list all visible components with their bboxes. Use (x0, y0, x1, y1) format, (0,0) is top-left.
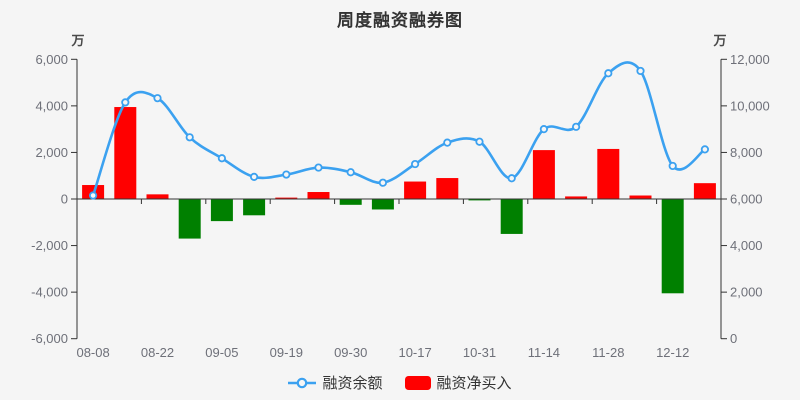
line-point-marker[interactable] (346, 168, 355, 177)
bar[interactable] (693, 183, 716, 199)
bar[interactable] (339, 199, 362, 205)
x-axis-tick-label: 11-28 (592, 345, 624, 360)
bar[interactable] (597, 148, 620, 199)
left-axis-tick-label: 6,000 (35, 52, 68, 67)
bar[interactable] (275, 197, 298, 199)
legend: 融资余额 融资净买入 (0, 372, 800, 393)
x-axis-tick-label: 10-17 (398, 345, 431, 360)
line-point-marker[interactable] (121, 98, 130, 107)
line-point-marker[interactable] (571, 122, 581, 131)
right-axis-tick-label: 4,000 (730, 238, 763, 253)
line-point-marker[interactable] (604, 69, 613, 78)
line-point-marker[interactable] (217, 154, 226, 163)
bar[interactable] (629, 195, 652, 199)
line-point-marker[interactable] (636, 66, 645, 76)
x-axis-tick-label: 08-08 (76, 345, 109, 360)
bar[interactable] (404, 181, 427, 199)
legend-label: 融资余额 (322, 375, 383, 392)
left-axis-unit: 万 (71, 33, 85, 48)
line-point-marker[interactable] (378, 178, 387, 187)
x-axis-tick-label: 08-22 (141, 345, 174, 360)
line-circle-icon (288, 377, 317, 388)
bar[interactable] (468, 199, 491, 201)
right-axis-tick-label: 10,000 (730, 98, 770, 113)
line-point-marker[interactable] (410, 159, 420, 169)
bar[interactable] (565, 196, 588, 199)
right-axis-tick-label: 12,000 (730, 52, 770, 67)
bar[interactable] (210, 199, 233, 222)
bar[interactable] (532, 150, 555, 199)
line-point-marker[interactable] (89, 191, 98, 200)
line-point-marker[interactable] (668, 161, 677, 171)
chart-title: 周度融资融券图 (337, 11, 463, 30)
x-axis-tick-label: 11-14 (528, 345, 560, 360)
left-axis-tick-label: -4,000 (31, 285, 68, 300)
line-point-marker[interactable] (443, 138, 452, 147)
bar[interactable] (114, 107, 137, 199)
bar[interactable] (661, 199, 684, 294)
right-axis-tick-label: 6,000 (730, 192, 763, 207)
left-axis-tick-label: 2,000 (35, 145, 68, 160)
line-point-marker[interactable] (185, 133, 194, 142)
line-point-marker[interactable] (314, 163, 323, 172)
bar[interactable] (178, 199, 201, 239)
bar-swatch-icon (404, 375, 431, 390)
bar[interactable] (371, 199, 394, 210)
line-point-marker[interactable] (250, 172, 259, 181)
right-axis-unit: 万 (713, 33, 727, 48)
legend-item-financing-balance[interactable]: 融资余额 (288, 372, 383, 393)
x-axis-tick-label: 10-31 (463, 345, 496, 360)
left-axis-tick-label: -6,000 (31, 331, 68, 346)
bar[interactable] (500, 199, 523, 234)
right-axis-tick-label: 2,000 (730, 285, 763, 300)
bar[interactable] (146, 194, 169, 199)
left-axis-tick-label: 4,000 (35, 98, 68, 113)
right-axis-tick-label: 0 (730, 331, 737, 346)
line-point-marker[interactable] (539, 125, 549, 134)
x-axis-tick-label: 09-05 (205, 345, 238, 360)
legend-item-net-buy[interactable]: 融资净买入 (404, 372, 512, 393)
right-axis-tick-label: 8,000 (730, 145, 763, 160)
bar[interactable] (307, 192, 330, 199)
left-axis-tick-label: -2,000 (31, 238, 68, 253)
x-axis-tick-label: 09-19 (270, 345, 303, 360)
line-point-marker[interactable] (282, 170, 291, 179)
line-point-marker[interactable] (507, 174, 516, 183)
line-point-marker[interactable] (153, 94, 162, 103)
bar[interactable] (436, 178, 459, 199)
line-point-marker[interactable] (700, 145, 710, 154)
bar[interactable] (243, 199, 266, 216)
left-axis-tick-label: 0 (61, 192, 68, 207)
x-axis-tick-label: 12-12 (656, 345, 689, 360)
legend-label: 融资净买入 (436, 375, 512, 392)
line-point-marker[interactable] (475, 137, 484, 146)
x-axis-tick-label: 09-30 (334, 345, 367, 360)
